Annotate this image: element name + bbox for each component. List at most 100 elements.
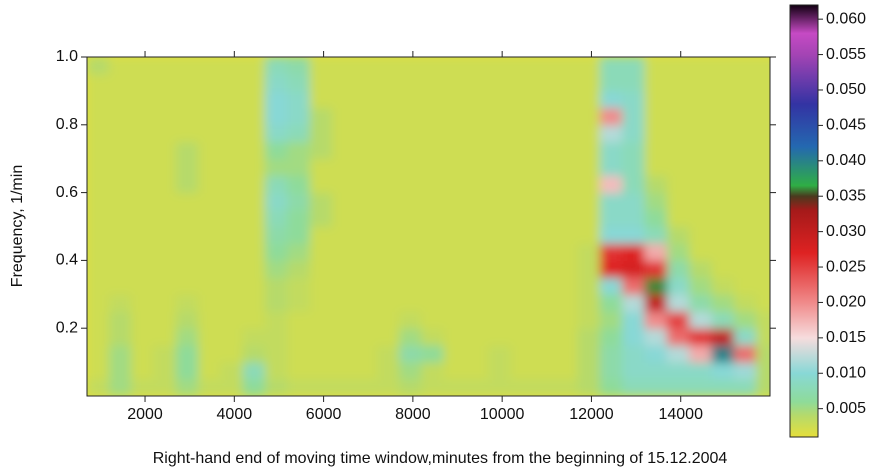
heatmap-cell [175, 226, 200, 244]
heatmap-cell [510, 57, 534, 75]
heatmap-cell [421, 73, 445, 92]
heatmap-cell [242, 361, 267, 380]
heatmap-cell [666, 175, 691, 194]
heatmap-cell [577, 73, 601, 92]
heatmap-cell [555, 293, 579, 312]
heatmap-cell [599, 310, 624, 329]
heatmap-cell [131, 107, 155, 126]
heatmap-cell [465, 124, 490, 143]
heatmap-cell [510, 192, 534, 211]
heatmap-cell [198, 107, 222, 126]
heatmap-cell [689, 293, 713, 312]
heatmap-cell [153, 361, 177, 380]
heatmap-cell [309, 310, 334, 329]
heatmap-cell [398, 361, 423, 380]
heatmap-cell [622, 90, 646, 109]
heatmap-cell [287, 293, 311, 312]
heatmap-cell [220, 90, 244, 109]
heatmap-cell [153, 158, 177, 177]
colorbar-tick-label: 0.030 [826, 223, 866, 240]
heatmap-cell [108, 226, 133, 244]
heatmap-cell [153, 124, 177, 143]
heatmap-cell [689, 141, 713, 160]
heatmap-cell [733, 141, 758, 160]
heatmap-cell [131, 378, 155, 396]
heatmap-cell [622, 192, 646, 211]
heatmap-cell [153, 293, 177, 312]
heatmap-cell [756, 73, 770, 92]
heatmap-cell [287, 141, 311, 160]
heatmap-cell [398, 124, 423, 143]
heatmap-cell [376, 259, 400, 278]
heatmap-cell [108, 276, 133, 295]
heatmap-cell [287, 276, 311, 295]
heatmap-cell [332, 344, 356, 363]
heatmap-cell [510, 276, 534, 295]
heatmap-cell [421, 226, 445, 244]
heatmap-cell [108, 378, 133, 396]
heatmap-cell [87, 192, 110, 211]
heatmap-cell [532, 344, 557, 363]
heatmap-cell [220, 378, 244, 396]
heatmap-cell [398, 73, 423, 92]
heatmap-cell [465, 293, 490, 312]
heatmap-cell [198, 73, 222, 92]
heatmap-cell [332, 158, 356, 177]
heatmap-cell [421, 192, 445, 211]
heatmap-cell [287, 226, 311, 244]
heatmap-cell [87, 259, 110, 278]
heatmap-cell [131, 361, 155, 380]
heatmap-cell [733, 344, 758, 363]
heatmap-cell [265, 310, 289, 329]
heatmap-cell [488, 361, 512, 380]
heatmap-cell [131, 310, 155, 329]
heatmap-cell [153, 259, 177, 278]
heatmap-cell [555, 226, 579, 244]
heatmap-cell [443, 293, 467, 312]
heatmap-cell [153, 344, 177, 363]
heatmap-cell [108, 293, 133, 312]
heatmap-cell [599, 73, 624, 92]
heatmap-cell [198, 158, 222, 177]
heatmap-cell [198, 293, 222, 312]
heatmap-cell [465, 192, 490, 211]
heatmap-cell [622, 293, 646, 312]
heatmap-cell [108, 209, 133, 227]
heatmap-cell [510, 344, 534, 363]
heatmap-cell [666, 259, 691, 278]
heatmap-cell [309, 327, 334, 346]
heatmap-cell [666, 124, 691, 143]
heatmap-cell [666, 192, 691, 211]
heatmap-cell [532, 141, 557, 160]
heatmap-cell [354, 293, 378, 312]
heatmap-cell [175, 259, 200, 278]
heatmap-cell [465, 276, 490, 295]
heatmap-cell [131, 141, 155, 160]
heatmap-cell [555, 327, 579, 346]
heatmap-cell [175, 344, 200, 363]
heatmap-cell [376, 73, 400, 92]
heatmap-cell [711, 57, 735, 75]
heatmap-cell [398, 226, 423, 244]
heatmap-cell [555, 378, 579, 396]
heatmap-cell [265, 259, 289, 278]
heatmap-cell [309, 124, 334, 143]
heatmap-cell [87, 175, 110, 194]
heatmap-cell [555, 276, 579, 295]
colorbar-tick-label: 0.020 [826, 294, 866, 311]
heatmap-cell [465, 344, 490, 363]
heatmap-cell [599, 361, 624, 380]
heatmap-cell [131, 175, 155, 194]
heatmap-cell [131, 73, 155, 92]
heatmap-cell [153, 276, 177, 295]
heatmap-cell [242, 310, 267, 329]
heatmap-cell [242, 293, 267, 312]
heatmap-cell [733, 107, 758, 126]
heatmap-cell [532, 276, 557, 295]
heatmap-cell [220, 276, 244, 295]
heatmap-cell [242, 276, 267, 295]
heatmap-cell [309, 361, 334, 380]
heatmap-cell [287, 327, 311, 346]
heatmap-cell [108, 361, 133, 380]
heatmap-cell [465, 378, 490, 396]
